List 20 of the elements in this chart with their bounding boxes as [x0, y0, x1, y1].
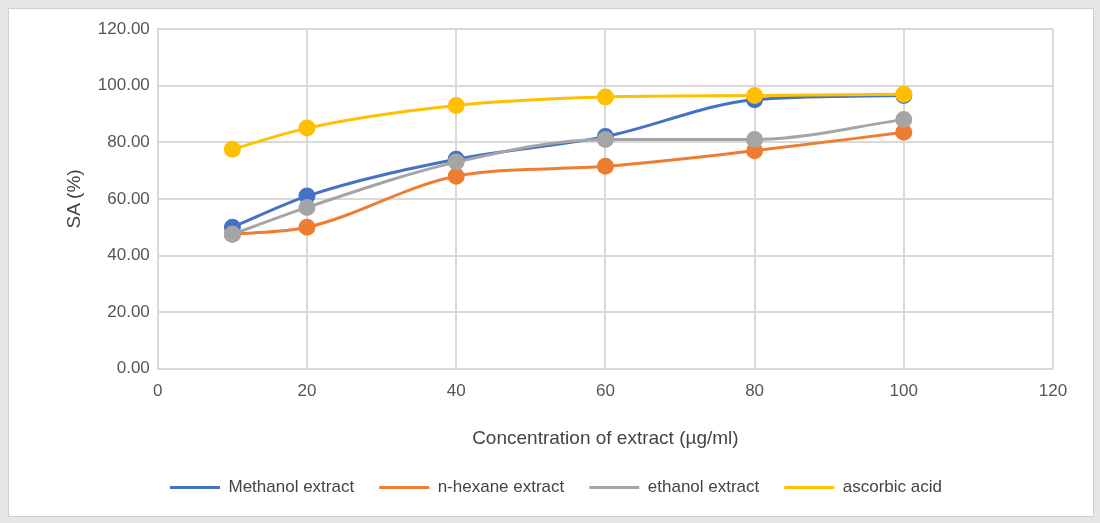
legend-label: n-hexane extract [437, 477, 565, 497]
x-tick-label: 20 [297, 380, 317, 400]
y-tick-label: 80.00 [107, 131, 150, 151]
y-tick-label: 100.00 [97, 75, 150, 95]
x-tick-label: 100 [889, 380, 918, 400]
x-tick-label: 60 [595, 380, 615, 400]
y-axis-title: SA (%) [62, 169, 84, 229]
y-tick-label: 60.00 [107, 188, 150, 208]
x-tick-label: 80 [745, 380, 765, 400]
x-tick-label: 120 [1038, 380, 1068, 400]
y-tick-label: 20.00 [107, 301, 150, 321]
y-tick-label: 120.00 [97, 18, 150, 38]
x-tick-label: 0 [153, 380, 163, 400]
x-axis-title: Concentration of extract (µg/ml) [472, 426, 739, 448]
legend-label: ascorbic acid [842, 477, 943, 497]
y-tick-label: 0.00 [116, 358, 150, 378]
y-tick-label: 40.00 [107, 245, 150, 265]
x-tick-label: 40 [446, 380, 466, 400]
legend-label: Methanol extract [228, 477, 355, 497]
legend-label: ethanol extract [647, 477, 760, 497]
